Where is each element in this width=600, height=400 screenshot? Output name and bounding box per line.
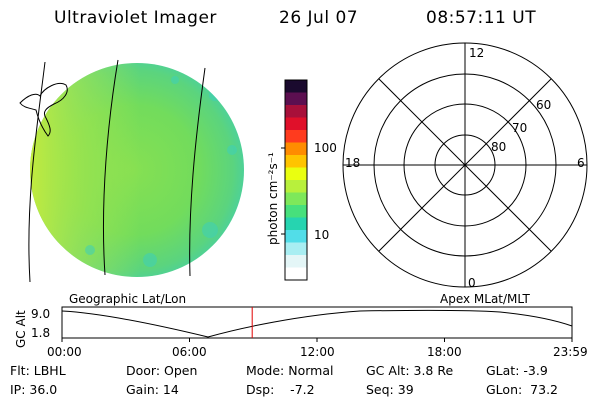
altitude-max-label: 9.0 bbox=[31, 307, 51, 321]
mlat-label-70: 70 bbox=[512, 121, 528, 135]
colorbar-band bbox=[285, 167, 307, 181]
longitude-line bbox=[28, 61, 46, 283]
colorbar-band bbox=[285, 105, 307, 118]
colorbar-band bbox=[285, 130, 307, 143]
gc-alt-status: GC Alt: 3.8 Re bbox=[366, 363, 454, 378]
seq-status: Seq: 39 bbox=[366, 382, 414, 397]
gain-status: Gain: 14 bbox=[126, 382, 179, 397]
altitude-min-label: 1.8 bbox=[31, 326, 51, 340]
door-status: Door: Open bbox=[126, 363, 198, 378]
altitude-axis-label: GC Alt bbox=[14, 310, 28, 348]
glon-status: GLon: 73.2 bbox=[486, 382, 558, 397]
time-tick-0600: 06:00 bbox=[172, 345, 207, 359]
dsp-status: Dsp: -7.2 bbox=[246, 382, 315, 397]
colorbar-band bbox=[285, 117, 307, 131]
colorbar-band bbox=[285, 205, 307, 218]
colorbar-band bbox=[285, 217, 307, 231]
mlat-label-60: 60 bbox=[536, 98, 552, 112]
mlt-label-12: 12 bbox=[469, 46, 485, 60]
mode-status: Mode: Normal bbox=[246, 363, 334, 378]
apex-label: Apex MLat/MLT bbox=[440, 292, 530, 306]
instrument-title: Ultraviolet Imager bbox=[54, 8, 217, 28]
colorbar-tick-100: 100 bbox=[314, 141, 337, 155]
altitude-curve bbox=[61, 309, 573, 338]
mlt-label-0: 0 bbox=[468, 276, 476, 290]
time-tick-2359: 23:59 bbox=[553, 345, 588, 359]
mlat-label-80: 80 bbox=[491, 140, 507, 154]
colorbar-band bbox=[285, 242, 307, 256]
geographic-label: Geographic Lat/Lon bbox=[69, 292, 187, 306]
colorbar-band bbox=[285, 192, 307, 206]
time-tick-1800: 18:00 bbox=[427, 345, 462, 359]
longitude-line bbox=[189, 67, 206, 277]
time-tick-0000: 00:00 bbox=[47, 345, 82, 359]
colorbar-band bbox=[285, 180, 307, 193]
filter-status: Flt: LBHL bbox=[10, 363, 66, 378]
colorbar-band bbox=[285, 255, 307, 268]
colorbar-band bbox=[285, 267, 307, 281]
date-label: 26 Jul 07 bbox=[279, 8, 359, 28]
ip-status: IP: 36.0 bbox=[10, 382, 58, 397]
colorbar-band bbox=[285, 80, 307, 93]
time-label: 08:57:11 UT bbox=[426, 8, 537, 28]
colorbar-band bbox=[285, 142, 307, 156]
colorbar-tick-10: 10 bbox=[314, 228, 330, 242]
coastline bbox=[19, 82, 68, 137]
colorbar-band bbox=[285, 155, 307, 168]
colorbar-band bbox=[285, 230, 307, 243]
longitude-line bbox=[102, 59, 119, 276]
glat-status: GLat: -3.9 bbox=[486, 363, 548, 378]
mlt-label-6: 6 bbox=[577, 156, 585, 170]
mlt-label-18: 18 bbox=[345, 156, 361, 170]
colorbar-band bbox=[285, 92, 307, 106]
time-tick-1200: 12:00 bbox=[300, 345, 335, 359]
